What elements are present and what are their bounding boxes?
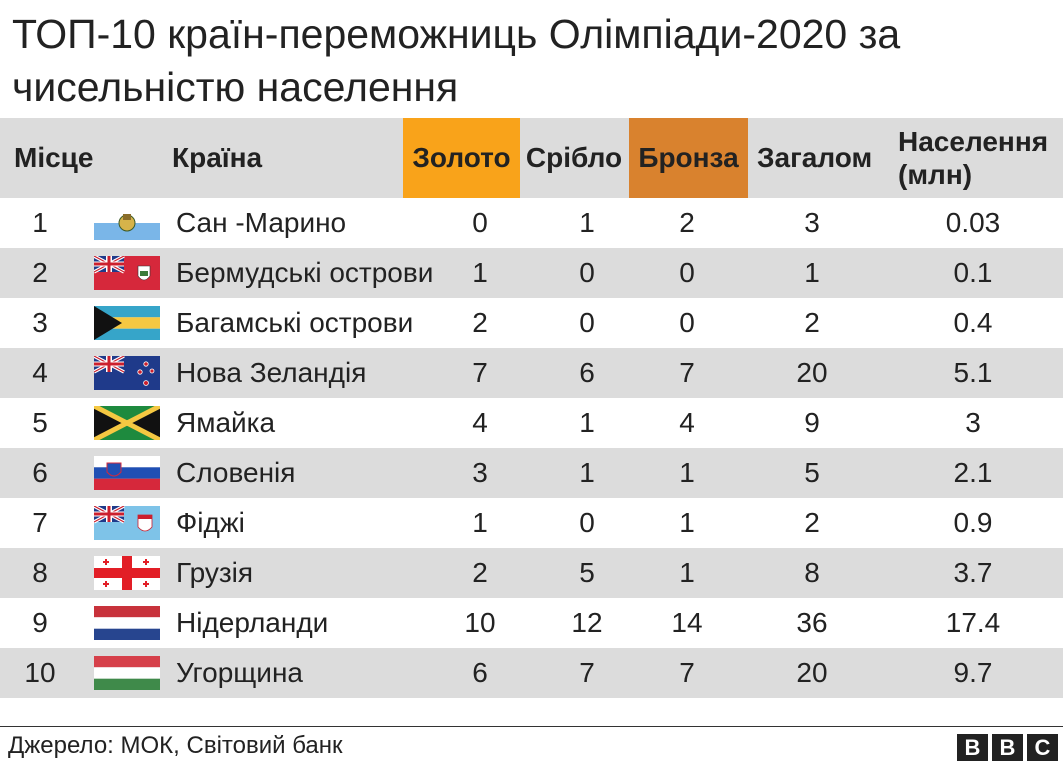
cell-silver: 12 [571, 607, 603, 638]
cell-total: 20 [796, 657, 828, 688]
cell-total: 5 [804, 457, 820, 488]
cell-place: 9 [32, 607, 48, 638]
cell-population: 0.1 [953, 257, 993, 288]
cell-country: Нідерланди [176, 607, 329, 638]
cell-place: 6 [32, 457, 48, 488]
cell-silver: 6 [579, 357, 595, 388]
header-gold: Золото [403, 118, 520, 198]
cell-silver: 1 [579, 407, 595, 438]
cell-gold: 3 [472, 457, 488, 488]
table-row: 6 Словенія 3 1 1 5 2.1 [0, 448, 1063, 498]
table-row: 10 Угорщина 6 7 7 20 9.7 [0, 648, 1063, 698]
cell-gold: 4 [472, 407, 488, 438]
cell-gold: 0 [472, 207, 488, 238]
table-row: 2 Бермудські острови 1 0 0 1 0.1 [0, 248, 1063, 298]
source-note: Джерело: МОК, Світовий банк [8, 732, 343, 759]
cell-gold: 1 [472, 507, 488, 538]
bbc-logo-c: C [1027, 734, 1058, 761]
cell-bronze: 1 [679, 507, 695, 538]
cell-total: 3 [804, 207, 820, 238]
cell-place: 10 [24, 657, 56, 688]
cell-population: 0.03 [945, 207, 1001, 238]
cell-gold: 6 [472, 657, 488, 688]
footer-divider [0, 726, 1063, 727]
header-silver: Срібло [525, 142, 623, 173]
bbc-logo-b1: B [957, 734, 988, 761]
cell-place: 7 [32, 507, 48, 538]
cell-total: 8 [804, 557, 820, 588]
cell-population: 0.9 [953, 507, 993, 538]
cell-place: 1 [32, 207, 48, 238]
header-country: Країна [172, 142, 263, 173]
cell-country: Сан -Марино [176, 207, 347, 238]
cell-country: Угорщина [176, 657, 303, 688]
cell-bronze: 0 [679, 257, 695, 288]
cell-silver: 0 [579, 257, 595, 288]
bbc-logo-b2: B [992, 734, 1023, 761]
cell-gold: 2 [472, 307, 488, 338]
cell-gold: 1 [472, 257, 488, 288]
cell-bronze: 1 [679, 557, 695, 588]
cell-place: 2 [32, 257, 48, 288]
cell-total: 9 [804, 407, 820, 438]
cell-population: 17.4 [945, 607, 1001, 638]
cell-gold: 10 [464, 607, 496, 638]
table-body: 1 Сан -Марино 0 1 2 3 0.03 2 Бермудські острови 1… [0, 198, 1063, 698]
cell-silver: 1 [579, 207, 595, 238]
cell-total: 1 [804, 257, 820, 288]
cell-population: 3.7 [953, 557, 993, 588]
cell-total: 2 [804, 507, 820, 538]
cell-country: Ямайка [176, 407, 276, 438]
cell-bronze: 7 [679, 657, 695, 688]
cell-population: 0.4 [953, 307, 993, 338]
cell-silver: 5 [579, 557, 595, 588]
cell-place: 3 [32, 307, 48, 338]
table-header: Місце Країна Золото Срібло Бронза Загало… [0, 118, 1063, 198]
cell-gold: 2 [472, 557, 488, 588]
header-bronze: Бронза [629, 118, 748, 198]
cell-country: Бермудські острови [176, 257, 434, 288]
cell-bronze: 0 [679, 307, 695, 338]
table-row: 3 Багамські острови 2 0 0 2 0.4 [0, 298, 1063, 348]
cell-country: Багамські острови [176, 307, 414, 338]
cell-country: Словенія [176, 457, 296, 488]
cell-place: 4 [32, 357, 48, 388]
cell-population: 9.7 [953, 657, 993, 688]
table-row: 1 Сан -Марино 0 1 2 3 0.03 [0, 198, 1063, 248]
table-row: 9 Нідерланди 10 12 14 36 17.4 [0, 598, 1063, 648]
cell-bronze: 1 [679, 457, 695, 488]
cell-place: 5 [32, 407, 48, 438]
cell-bronze: 2 [679, 207, 695, 238]
table-row: 7 Фіджі 1 0 1 2 0.9 [0, 498, 1063, 548]
table-row: 5 Ямайка 4 1 4 9 3 [0, 398, 1063, 448]
header-place: Місце [14, 142, 94, 173]
cell-population: 2.1 [953, 457, 993, 488]
cell-bronze: 14 [671, 607, 703, 638]
table-row: 8 Грузія 2 5 1 8 3.7 [0, 548, 1063, 598]
cell-population: 5.1 [953, 357, 993, 388]
cell-place: 8 [32, 557, 48, 588]
cell-bronze: 7 [679, 357, 695, 388]
cell-population: 3 [965, 407, 981, 438]
cell-gold: 7 [472, 357, 488, 388]
cell-total: 36 [796, 607, 828, 638]
cell-silver: 1 [579, 457, 595, 488]
cell-silver: 7 [579, 657, 595, 688]
chart-title: ТОП-10 країн-переможниць Олімпіади-2020 … [12, 11, 901, 110]
cell-country: Фіджі [176, 507, 245, 538]
cell-total: 20 [796, 357, 828, 388]
cell-total: 2 [804, 307, 820, 338]
cell-country: Грузія [176, 557, 254, 588]
cell-silver: 0 [579, 307, 595, 338]
header-total: Загалом [757, 142, 873, 173]
table-row: 4 Нова Зеландія 7 6 7 20 5.1 [0, 348, 1063, 398]
cell-silver: 0 [579, 507, 595, 538]
cell-country: Нова Зеландія [176, 357, 367, 388]
header-population: Населення (млн) [898, 126, 1049, 190]
cell-bronze: 4 [679, 407, 695, 438]
